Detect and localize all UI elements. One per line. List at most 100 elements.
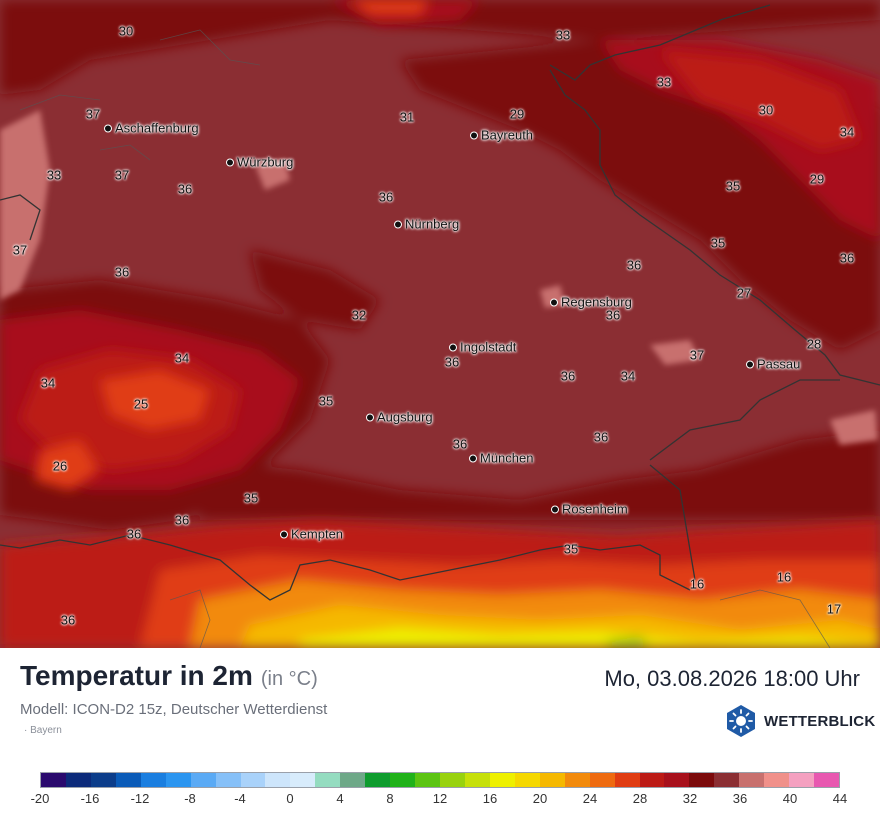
temperature-label: 33 bbox=[656, 74, 672, 90]
temperature-label: 36 bbox=[60, 612, 76, 628]
legend-swatch bbox=[365, 773, 391, 787]
temperature-label: 17 bbox=[826, 601, 842, 617]
legend-tick-label: -16 bbox=[80, 791, 100, 806]
legend-tick-label: 32 bbox=[682, 791, 698, 806]
temperature-label: 36 bbox=[605, 307, 621, 323]
legend-swatch bbox=[564, 773, 590, 787]
city-name: Ingolstadt bbox=[460, 339, 517, 355]
legend-swatch bbox=[514, 773, 540, 787]
city-marker[interactable]: Augsburg bbox=[366, 410, 433, 425]
legend-swatch bbox=[764, 773, 790, 787]
city-name: Regensburg bbox=[561, 294, 632, 310]
temperature-label: 36 bbox=[174, 512, 190, 528]
temperature-map[interactable]: 30 33 33 37 31 29 30 34 33 37 36 36 35 29 37 35 36 36 36 27… bbox=[0, 0, 880, 648]
city-dot-icon bbox=[366, 413, 374, 421]
temperature-label: 36 bbox=[378, 189, 394, 205]
temperature-label: 33 bbox=[46, 167, 62, 183]
legend-swatch bbox=[664, 773, 690, 787]
temperature-label: 36 bbox=[126, 526, 142, 542]
temperature-label: 35 bbox=[563, 541, 579, 557]
temperature-label: 34 bbox=[174, 350, 190, 366]
city-marker[interactable]: Würzburg bbox=[226, 155, 293, 170]
city-marker[interactable]: Passau bbox=[746, 357, 800, 372]
legend-swatch bbox=[440, 773, 465, 787]
sun-badge-icon bbox=[727, 705, 755, 737]
city-dot-icon bbox=[551, 505, 559, 513]
city-marker[interactable]: Regensburg bbox=[550, 295, 632, 310]
legend-swatch bbox=[290, 773, 316, 787]
legend-tick-label: 0 bbox=[286, 791, 294, 806]
legend-swatch bbox=[714, 773, 740, 787]
temperature-label: 36 bbox=[114, 264, 130, 280]
city-name: Rosenheim bbox=[562, 501, 628, 517]
temperature-label: 33 bbox=[555, 27, 571, 43]
temperature-label: 37 bbox=[114, 167, 130, 183]
legend-swatch bbox=[689, 773, 715, 787]
temperature-label: 37 bbox=[12, 242, 28, 258]
city-marker[interactable]: Aschaffenburg bbox=[104, 121, 199, 136]
temperature-label: 36 bbox=[593, 429, 609, 445]
city-name: Kempten bbox=[291, 526, 344, 542]
wetterblick-logo[interactable]: WETTERBLICK bbox=[724, 704, 875, 738]
legend-tick-label: 16 bbox=[482, 791, 498, 806]
map-raster bbox=[0, 0, 880, 648]
temperature-label: 36 bbox=[177, 181, 193, 197]
temperature-zone-24-28 bbox=[35, 0, 430, 490]
city-marker[interactable]: Rosenheim bbox=[551, 502, 628, 517]
legend-tick-label: -4 bbox=[234, 791, 246, 806]
city-dot-icon bbox=[470, 131, 478, 139]
legend-swatch bbox=[814, 773, 839, 787]
city-dot-icon bbox=[469, 454, 477, 462]
legend-swatch bbox=[614, 773, 640, 787]
legend-swatch bbox=[190, 773, 216, 787]
city-dot-icon bbox=[550, 298, 558, 306]
temperature-label: 34 bbox=[40, 375, 56, 391]
legend-swatch bbox=[165, 773, 191, 787]
temperature-label: 30 bbox=[758, 102, 774, 118]
district-borders bbox=[19, 29, 831, 648]
color-legend bbox=[0, 768, 880, 818]
legend-swatch bbox=[315, 773, 341, 787]
city-marker[interactable]: Kempten bbox=[280, 527, 343, 542]
legend-swatch bbox=[489, 773, 515, 787]
legend-swatch bbox=[215, 773, 241, 787]
legend-swatch bbox=[65, 773, 91, 787]
legend-swatch bbox=[340, 773, 366, 787]
temperature-label: 37 bbox=[85, 106, 101, 122]
city-marker[interactable]: München bbox=[469, 451, 533, 466]
city-marker[interactable]: Nürnberg bbox=[394, 217, 459, 232]
forecast-datetime: Mo, 03.08.2026 18:00 Uhr bbox=[604, 666, 860, 691]
temperature-label: 34 bbox=[839, 124, 855, 140]
city-name: Aschaffenburg bbox=[115, 120, 199, 136]
legend-swatch bbox=[90, 773, 116, 787]
brand-name: WETTERBLICK bbox=[764, 712, 876, 730]
legend-tick-label: 20 bbox=[532, 791, 548, 806]
legend-swatch bbox=[739, 773, 765, 787]
temperature-label: 36 bbox=[444, 354, 460, 370]
temperature-label: 36 bbox=[839, 250, 855, 266]
temperature-label: 25 bbox=[133, 396, 149, 412]
city-dot-icon bbox=[449, 343, 457, 351]
temperature-label: 16 bbox=[689, 576, 705, 592]
temperature-label: 35 bbox=[710, 235, 726, 251]
temperature-label: 32 bbox=[351, 307, 367, 323]
city-marker[interactable]: Bayreuth bbox=[470, 128, 533, 143]
legend-swatch bbox=[240, 773, 266, 787]
legend-tick-label: -8 bbox=[184, 791, 196, 806]
temperature-label: 36 bbox=[452, 436, 468, 452]
region-label: · Bayern bbox=[24, 725, 62, 736]
legend-swatch bbox=[265, 773, 291, 787]
temperature-label: 26 bbox=[52, 458, 68, 474]
temperature-label: 37 bbox=[689, 347, 705, 363]
legend-tick-label: 36 bbox=[732, 791, 748, 806]
city-dot-icon bbox=[280, 530, 288, 538]
temperature-label: 28 bbox=[806, 336, 822, 352]
city-name: Bayreuth bbox=[481, 127, 534, 143]
legend-swatch bbox=[639, 773, 665, 787]
temperature-label: 30 bbox=[118, 23, 134, 39]
city-marker[interactable]: Ingolstadt bbox=[449, 340, 516, 355]
city-name: Nürnberg bbox=[405, 216, 460, 232]
legend-swatch bbox=[589, 773, 615, 787]
temperature-label: 36 bbox=[560, 368, 576, 384]
temperature-label: 27 bbox=[736, 285, 752, 301]
